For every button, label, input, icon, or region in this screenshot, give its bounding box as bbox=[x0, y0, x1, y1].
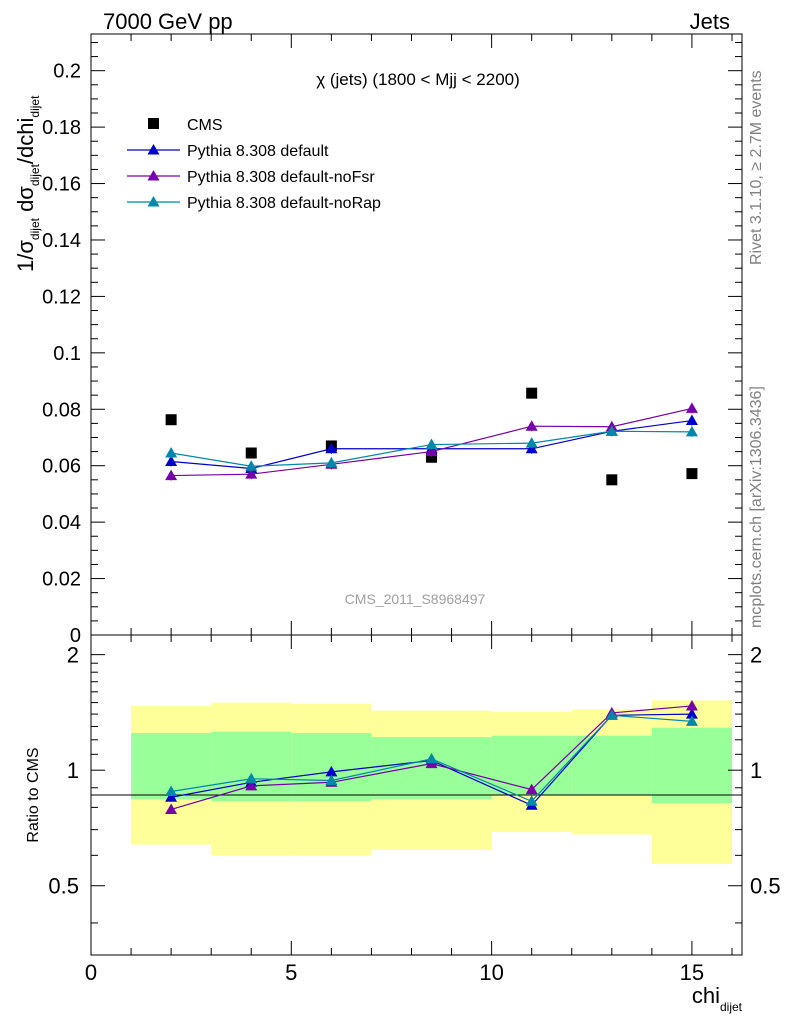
process-label: Jets bbox=[690, 9, 730, 34]
ratio-point-pythia-8-308-default bbox=[165, 791, 178, 802]
legend-marker-norap bbox=[147, 196, 160, 207]
ratio-axes: 0.5 0.5 1 1 2 2 0 5 10 15 bbox=[48, 635, 781, 985]
y-label-sub2: dijet bbox=[28, 163, 42, 186]
ratio-panel-frame bbox=[90, 634, 743, 956]
legend-label-cms: CMS bbox=[187, 117, 223, 134]
svg-text:1/σdijet dσdijet/dchidijet: 1/σdijet dσdijet/dchidijet bbox=[13, 95, 42, 272]
ratio-y-tick-label: 2 bbox=[67, 643, 79, 668]
point-pythia-8-308-default bbox=[685, 414, 698, 426]
green-band-segment bbox=[651, 727, 732, 804]
main-plot-title: χ (jets) (1800 < Mjj < 2200) bbox=[316, 70, 520, 89]
ratio-point-pythia-8-308-default-norap bbox=[605, 709, 618, 720]
green-band-segment bbox=[211, 731, 292, 802]
y-label-sub3: dijet bbox=[28, 95, 42, 118]
point-pythia-8-308-default-norap bbox=[605, 425, 618, 436]
energy-label: 7000 GeV pp bbox=[103, 9, 233, 34]
legend-label-nofsr: Pythia 8.308 default-noFsr bbox=[187, 169, 375, 186]
legend-marker-default bbox=[147, 144, 160, 155]
point-pythia-8-308-default-nofsr bbox=[425, 445, 438, 457]
legend-marker-cms bbox=[148, 118, 159, 129]
x-tick-label: 15 bbox=[680, 960, 704, 985]
ratio-y-tick-label-right: 1 bbox=[750, 758, 762, 783]
y-label-mid: dσ bbox=[13, 186, 38, 218]
point-cms bbox=[165, 414, 177, 426]
legend-entry-default: Pythia 8.308 default bbox=[127, 143, 329, 160]
main-y-tick-label: 0.06 bbox=[42, 456, 81, 478]
ratio-point-pythia-8-308-default-norap bbox=[165, 785, 178, 796]
point-pythia-8-308-default-nofsr bbox=[685, 402, 698, 413]
main-y-tick-label: 0.04 bbox=[42, 512, 81, 534]
legend-label-default: Pythia 8.308 default bbox=[187, 143, 329, 160]
ratio-y-tick-label: 1 bbox=[67, 758, 79, 783]
x-tick-label: 5 bbox=[285, 960, 297, 985]
point-cms bbox=[426, 451, 438, 463]
legend-entry-nofsr: Pythia 8.308 default-noFsr bbox=[127, 169, 375, 186]
rivet-label: Rivet 3.1.10, ≥ 2.7M events bbox=[748, 70, 765, 265]
ratio-point-pythia-8-308-default-nofsr bbox=[525, 783, 538, 795]
point-pythia-8-308-default-norap bbox=[525, 437, 538, 448]
main-panel: 00.020.040.060.080.10.120.140.160.180.2 … bbox=[13, 33, 743, 647]
point-cms bbox=[245, 447, 257, 459]
point-cms bbox=[526, 387, 538, 399]
legend-marker-nofsr bbox=[147, 170, 160, 181]
y-label-tail: /dchi bbox=[13, 118, 38, 164]
ratio-point-pythia-8-308-default-norap bbox=[325, 774, 338, 785]
ratio-point-pythia-8-308-default-norap bbox=[685, 715, 698, 726]
ratio-point-pythia-8-308-default-nofsr bbox=[685, 699, 698, 711]
main-y-tick-label: 0.1 bbox=[53, 343, 81, 365]
ratio-y-tick-label: 0.5 bbox=[48, 874, 79, 899]
legend-entry-norap: Pythia 8.308 default-noRap bbox=[127, 195, 381, 212]
point-cms bbox=[686, 468, 698, 480]
point-pythia-8-308-default-norap bbox=[325, 456, 338, 468]
main-plot-area bbox=[165, 387, 698, 486]
x-tick-label: 10 bbox=[479, 960, 503, 985]
watermark: CMS_2011_S8968497 bbox=[345, 591, 486, 607]
ratio-point-pythia-8-308-default-nofsr bbox=[165, 803, 178, 814]
y-label-main: 1/σ bbox=[13, 240, 38, 272]
ratio-plot-area bbox=[165, 699, 698, 814]
point-pythia-8-308-default-norap bbox=[245, 460, 258, 471]
point-pythia-8-308-default-nofsr bbox=[165, 469, 178, 481]
legend-label-norap: Pythia 8.308 default-noRap bbox=[187, 195, 381, 212]
ratio-point-pythia-8-308-default-norap bbox=[245, 772, 258, 784]
point-pythia-8-308-default bbox=[325, 442, 338, 454]
point-pythia-8-308-default-norap bbox=[165, 447, 178, 458]
ratio-point-pythia-8-308-default-norap bbox=[425, 752, 438, 764]
ratio-y-tick-label-right: 2 bbox=[750, 643, 762, 668]
point-pythia-8-308-default-nofsr bbox=[525, 420, 538, 431]
ratio-point-pythia-8-308-default-norap bbox=[525, 795, 538, 806]
point-pythia-8-308-default bbox=[165, 455, 178, 466]
ratio-point-pythia-8-308-default-nofsr bbox=[245, 779, 258, 791]
ratio-point-pythia-8-308-default bbox=[685, 708, 698, 719]
main-y-tick-label: 0.12 bbox=[42, 286, 81, 308]
main-y-axis-label: 1/σdijet dσdijet/dchidijet bbox=[13, 95, 42, 272]
main-axes: 0 0.02 0.04 0.06 0.08 0.1 0.12 0.14 0.16 0.18 0.2 bbox=[42, 34, 742, 647]
ratio-point-pythia-8-308-default bbox=[325, 765, 338, 777]
x-label-sub: dijet bbox=[720, 1000, 743, 1014]
point-pythia-8-308-default-norap bbox=[425, 438, 438, 450]
x-axis-label: chidijet bbox=[692, 983, 743, 1014]
point-cms bbox=[606, 474, 618, 486]
x-label-main: chi bbox=[692, 983, 720, 1008]
ratio-y-axis-label: Ratio to CMS bbox=[25, 747, 42, 842]
legend: CMS Pythia 8.308 default Pythia 8.308 de… bbox=[127, 117, 381, 212]
main-y-tick-label: 0 bbox=[70, 625, 81, 647]
main-y-tick-label: 0.16 bbox=[42, 174, 81, 196]
x-tick-label: 0 bbox=[85, 960, 97, 985]
ratio-y-tick-label-right: 0.5 bbox=[750, 874, 781, 899]
main-y-tick-label: 0.18 bbox=[42, 117, 81, 139]
legend-entry-cms: CMS bbox=[148, 117, 223, 134]
main-y-tick-label: 0.14 bbox=[42, 230, 81, 252]
point-pythia-8-308-default-norap bbox=[685, 425, 698, 437]
y-label-sub1: dijet bbox=[28, 217, 42, 240]
point-pythia-8-308-default-nofsr bbox=[245, 468, 258, 479]
main-y-tick-label: 0.02 bbox=[42, 569, 81, 591]
ratio-panel: 0.5 0.5 1 1 2 2 0 5 10 15 Ratio to CMS chidijet bbox=[25, 634, 781, 1014]
ratio-uncertainty-bands bbox=[131, 700, 732, 864]
main-y-tick-label: 0.2 bbox=[53, 61, 81, 83]
main-y-tick-label: 0.08 bbox=[42, 399, 81, 421]
mcplots-label: mcplots.cern.ch [arXiv:1306.3436] bbox=[748, 386, 765, 628]
